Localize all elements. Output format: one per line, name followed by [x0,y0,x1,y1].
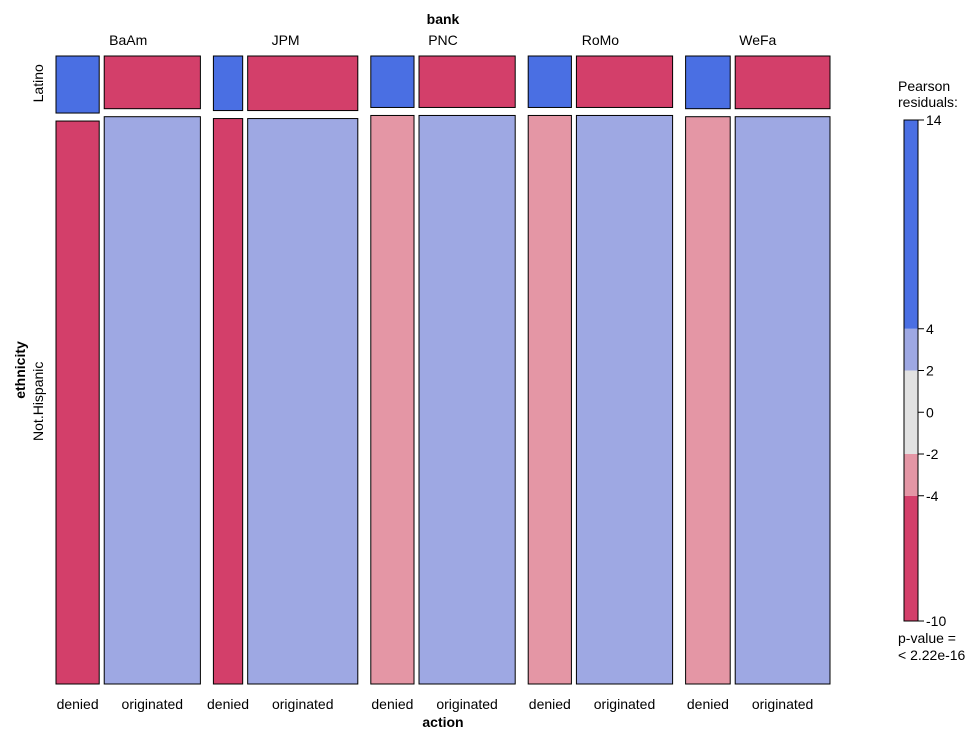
ethnicity-label-latino: Latino [30,64,46,102]
tile-pnc-not-hispanic-denied [370,114,415,685]
legend-tick-label: -2 [926,446,939,462]
bank-label-romo: RoMo [582,32,620,48]
ethnicity-label-not-hispanic: Not.Hispanic [30,362,46,441]
action-label-jpm-denied: denied [207,696,249,712]
top-variable-title: bank [427,11,460,27]
mosaic-tiles [55,55,831,685]
action-label-baam-denied: denied [57,696,99,712]
legend-title-line1: Pearson [898,78,950,94]
mosaic-labels: denied originated BaAm denied originated JPM d… [30,32,813,712]
legend-segment-neutral [904,370,918,454]
bottom-variable-title: action [422,714,463,730]
tile-jpm-latino-originated [247,55,359,112]
legend-pvalue-line2: < 2.22e-16 [898,647,966,663]
tile-baam-not-hispanic-originated [103,116,201,685]
action-label-wefa-denied: denied [687,696,729,712]
residual-legend: Pearson residuals: 14 4 2 0 -2 -4 -10 p-value … [898,78,966,663]
action-label-baam-originated: originated [122,696,184,712]
tile-romo-not-hispanic-denied [527,114,572,685]
legend-pvalue-line1: p-value = [898,630,956,646]
tile-romo-latino-denied [527,55,572,108]
tile-pnc-latino-originated [418,55,516,108]
tile-baam-latino-denied [55,55,100,114]
tile-romo-not-hispanic-originated [575,114,674,685]
bank-label-jpm: JPM [272,32,300,48]
action-label-romo-denied: denied [529,696,571,712]
legend-segment-strong-negative [904,495,918,621]
tile-baam-not-hispanic-denied [55,120,100,685]
legend-title-line2: residuals: [898,94,958,110]
tile-romo-latino-originated [575,55,674,108]
tile-wefa-latino-originated [734,55,831,110]
bank-label-wefa: WeFa [739,32,776,48]
legend-tick-label: -4 [926,488,939,504]
action-label-wefa-originated: originated [752,696,814,712]
tile-baam-latino-originated [103,55,201,110]
legend-tick-label: -10 [926,613,946,629]
bank-label-baam: BaAm [109,32,147,48]
legend-segment-strong-positive [904,120,918,329]
tile-jpm-not-hispanic-denied [212,118,244,685]
action-label-jpm-originated: originated [272,696,334,712]
tile-wefa-not-hispanic-originated [734,116,831,685]
action-label-pnc-denied: denied [371,696,413,712]
legend-tick-label: 14 [926,112,942,128]
action-label-romo-originated: originated [594,696,656,712]
legend-color-bar [903,119,919,622]
legend-segment-weak-positive [904,328,918,371]
side-variable-title: ethnicity [12,341,28,399]
tile-jpm-not-hispanic-originated [247,118,359,685]
tile-wefa-latino-denied [685,55,731,110]
tile-wefa-not-hispanic-denied [685,116,731,685]
action-label-pnc-originated: originated [436,696,498,712]
tile-pnc-not-hispanic-originated [418,114,516,685]
tile-pnc-latino-denied [370,55,415,108]
legend-tick-label: 4 [926,321,934,337]
legend-tick-label: 2 [926,363,934,379]
legend-ticks: 14 4 2 0 -2 -4 -10 [918,112,946,629]
legend-segment-weak-negative [904,454,918,496]
legend-tick-label: 0 [926,404,934,420]
bank-label-pnc: PNC [428,32,458,48]
tile-jpm-latino-denied [212,55,244,112]
